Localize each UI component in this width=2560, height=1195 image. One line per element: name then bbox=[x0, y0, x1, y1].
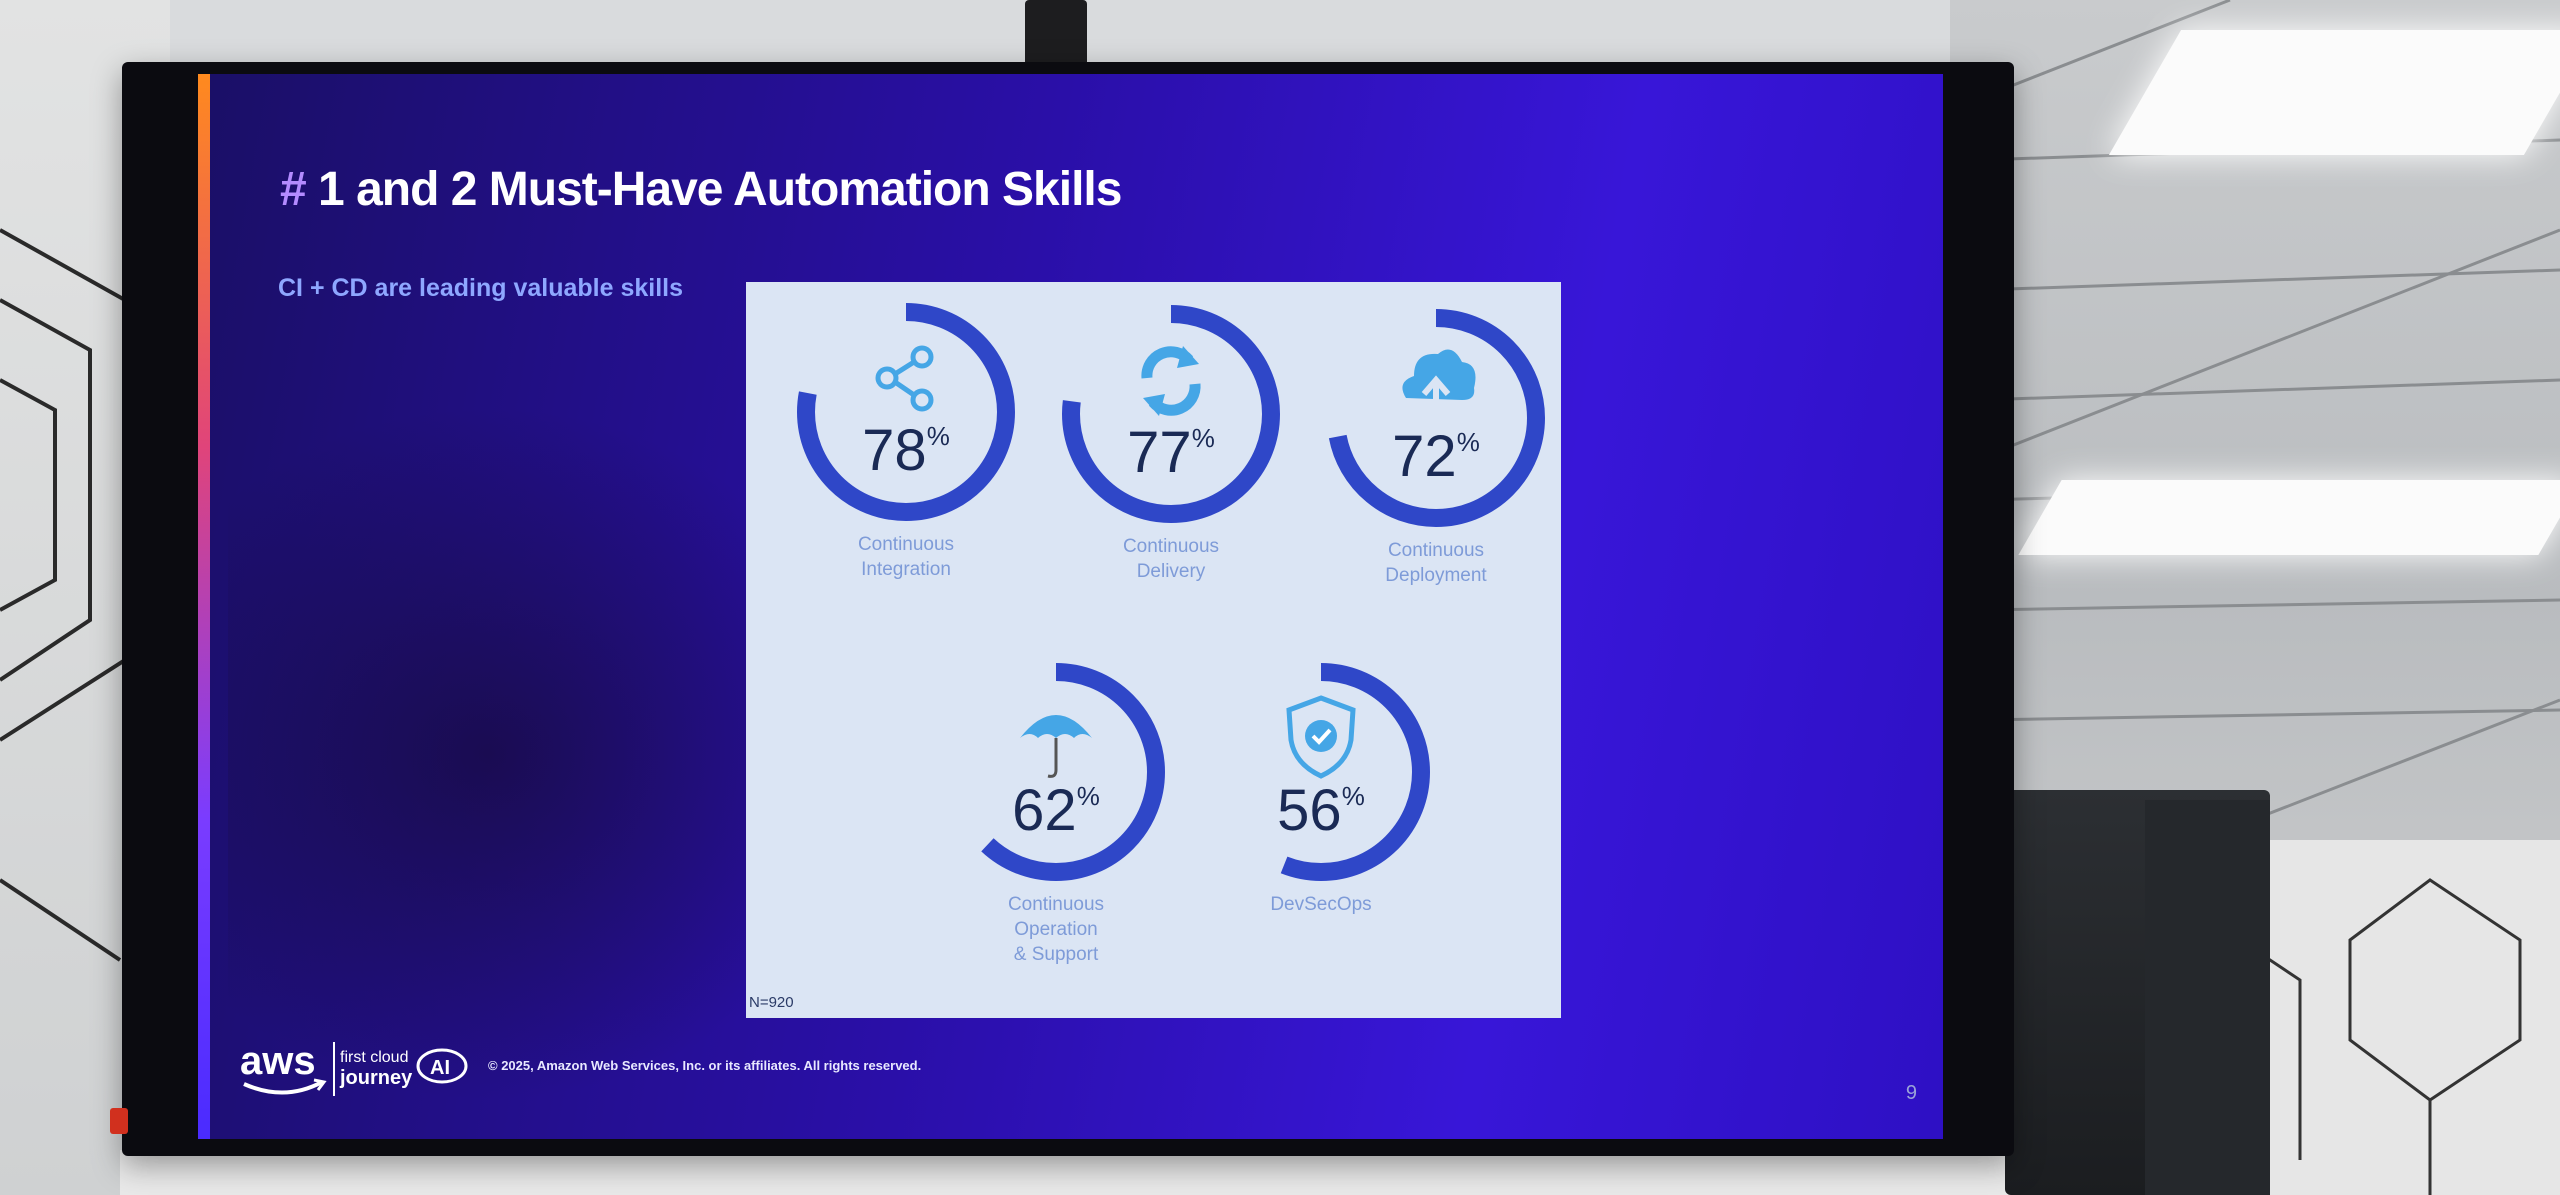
stat-value: 62% bbox=[936, 777, 1176, 844]
stat-unit: % bbox=[1191, 423, 1215, 453]
progress-ring bbox=[1327, 309, 1545, 527]
aws-journey-logo: aws first cloud journey AI bbox=[240, 1039, 468, 1096]
stat-label: Continuous Operation & Support bbox=[1007, 894, 1105, 965]
lower-wall bbox=[120, 1150, 2120, 1195]
stat-unit: % bbox=[1456, 427, 1480, 457]
stat-item: 56% DevSecOps bbox=[1201, 652, 1441, 982]
stat-unit: % bbox=[1076, 781, 1100, 811]
stat-value: 72% bbox=[1316, 423, 1556, 490]
progress-ring bbox=[1062, 305, 1280, 523]
stat-item: 72% Continuous Deployment bbox=[1316, 298, 1556, 628]
right-wall-pattern bbox=[2239, 878, 2522, 1195]
stat-unit: % bbox=[926, 421, 950, 451]
title-text: 1 and 2 Must-Have Automation Skills bbox=[318, 163, 1122, 216]
stat-number: 72 bbox=[1392, 424, 1457, 489]
ring-arc bbox=[947, 663, 1165, 881]
aws-wordmark: aws bbox=[240, 1039, 316, 1083]
progress-ring bbox=[947, 663, 1165, 881]
ring-arc bbox=[1327, 309, 1545, 527]
slide-subtitle: CI + CD are leading valuable skills bbox=[278, 274, 684, 302]
stats-card: N=920 78% Continuous Integration 77% Cont… bbox=[746, 282, 1561, 1018]
slide-accent-bar bbox=[198, 74, 210, 1139]
share-icon bbox=[875, 345, 934, 412]
ring-arc bbox=[797, 303, 1015, 521]
stat-number: 77 bbox=[1127, 420, 1192, 485]
ring-arc bbox=[1212, 663, 1430, 881]
stat-label: Continuous Deployment bbox=[1385, 540, 1487, 586]
ceiling bbox=[1949, 0, 2560, 862]
stat-unit: % bbox=[1341, 781, 1365, 811]
stat-label: Continuous Integration bbox=[857, 534, 955, 580]
ceiling-light bbox=[2108, 30, 2560, 155]
stat-item: 77% Continuous Delivery bbox=[1051, 294, 1291, 624]
journey-line2: journey bbox=[339, 1067, 413, 1089]
stat-label: DevSecOps bbox=[1270, 894, 1372, 915]
stat-number: 62 bbox=[1012, 778, 1077, 843]
stat-value: 56% bbox=[1201, 777, 1441, 844]
speaker-front bbox=[2145, 800, 2270, 1195]
shield-check-icon bbox=[1286, 695, 1356, 779]
stat-label: Continuous Delivery bbox=[1122, 536, 1220, 582]
sample-size-note: N=920 bbox=[749, 994, 794, 1011]
journey-line1: first cloud bbox=[340, 1049, 408, 1066]
tv-power-led bbox=[110, 1108, 128, 1134]
copyright-text: © 2025, Amazon Web Services, Inc. or its… bbox=[488, 1058, 922, 1073]
cloud-upload-icon bbox=[1402, 349, 1476, 420]
ring-arc bbox=[1062, 305, 1280, 523]
right-wall bbox=[2239, 840, 2560, 1195]
stat-number: 78 bbox=[862, 418, 927, 483]
slide-screen: # 1 and 2 Must-Have Automation Skills CI… bbox=[198, 74, 1943, 1139]
stat-value: 77% bbox=[1051, 419, 1291, 486]
ceiling-light bbox=[2018, 480, 2560, 555]
refresh-icon bbox=[1141, 346, 1201, 416]
title-hash: # bbox=[280, 163, 307, 216]
stat-item: 78% Continuous Integration bbox=[786, 292, 1026, 622]
stat-item: 62% Continuous Operation & Support bbox=[936, 652, 1176, 982]
progress-ring bbox=[797, 303, 1015, 521]
page-number: 9 bbox=[1905, 1082, 1917, 1104]
progress-ring bbox=[1212, 663, 1430, 881]
stat-number: 56 bbox=[1277, 778, 1342, 843]
mount-pole bbox=[1025, 0, 1087, 70]
umbrella-icon bbox=[1020, 715, 1092, 778]
ai-badge: AI bbox=[430, 1057, 450, 1079]
slide-title: # 1 and 2 Must-Have Automation Skills bbox=[280, 162, 1122, 217]
stat-value: 78% bbox=[786, 417, 1026, 484]
